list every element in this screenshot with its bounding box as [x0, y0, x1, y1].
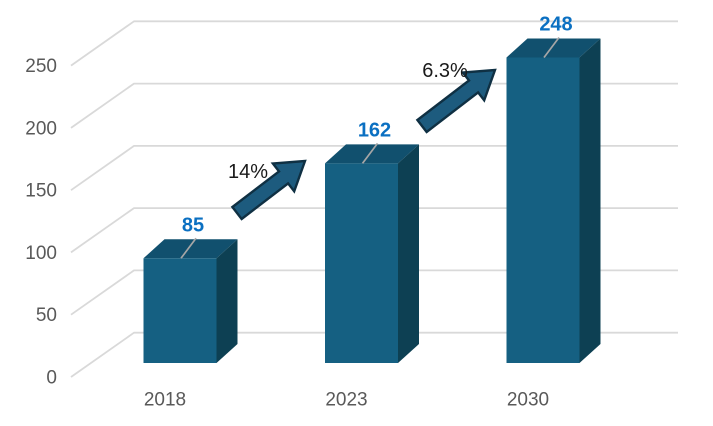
- bar-front-face: [143, 258, 217, 363]
- growth-annotation-2: 6.3%: [415, 60, 497, 134]
- y-tick-label: 50: [36, 305, 57, 326]
- growth-arrow-icon: [230, 159, 307, 221]
- growth-annotation-1: 14%: [228, 159, 307, 221]
- growth-annotations: 14% 6.3%: [228, 60, 497, 221]
- bars: 85 2018 162 2023 248 2030: [143, 13, 601, 411]
- bar-side-face: [579, 38, 601, 364]
- growth-arrow-icon: [415, 68, 497, 134]
- gridline: [70, 20, 678, 67]
- value-label: 85: [182, 214, 204, 236]
- growth-percent-label: 6.3%: [422, 60, 468, 82]
- bar-front-face: [325, 163, 398, 363]
- y-tick-label: 150: [25, 181, 57, 202]
- x-category-label: 2030: [507, 390, 549, 411]
- growth-percent-label: 14%: [228, 161, 268, 183]
- gridline: [70, 269, 678, 316]
- bar-top-face: [506, 38, 601, 58]
- y-tick-label: 0: [46, 368, 57, 389]
- y-tick-label: 200: [25, 118, 57, 139]
- x-category-label: 2018: [144, 390, 186, 411]
- data-label-leader-line: [180, 237, 197, 259]
- gridline: [70, 145, 678, 191]
- bar-front-face: [506, 57, 580, 364]
- y-tick-label: 250: [25, 56, 57, 77]
- value-label: 248: [539, 13, 572, 35]
- y-tick-label: 100: [25, 243, 57, 264]
- bar-side-face: [216, 239, 238, 363]
- data-label-leader-line: [543, 36, 560, 58]
- x-category-label: 2023: [325, 390, 367, 411]
- bar-2030: 248 2030: [506, 13, 601, 411]
- bar-top-face: [325, 144, 419, 164]
- gridlines-and-yaxis: 0 50 100 150 200 250: [25, 20, 678, 389]
- data-label-leader-line: [361, 142, 379, 164]
- bar-2023: 162 2023: [325, 119, 419, 411]
- bar-top-face: [143, 239, 238, 259]
- bar-side-face: [398, 144, 419, 363]
- gridline: [70, 331, 678, 378]
- gridline: [70, 82, 678, 129]
- value-label: 162: [358, 119, 391, 141]
- gridline: [70, 207, 678, 254]
- bar-2018: 85 2018: [143, 214, 238, 411]
